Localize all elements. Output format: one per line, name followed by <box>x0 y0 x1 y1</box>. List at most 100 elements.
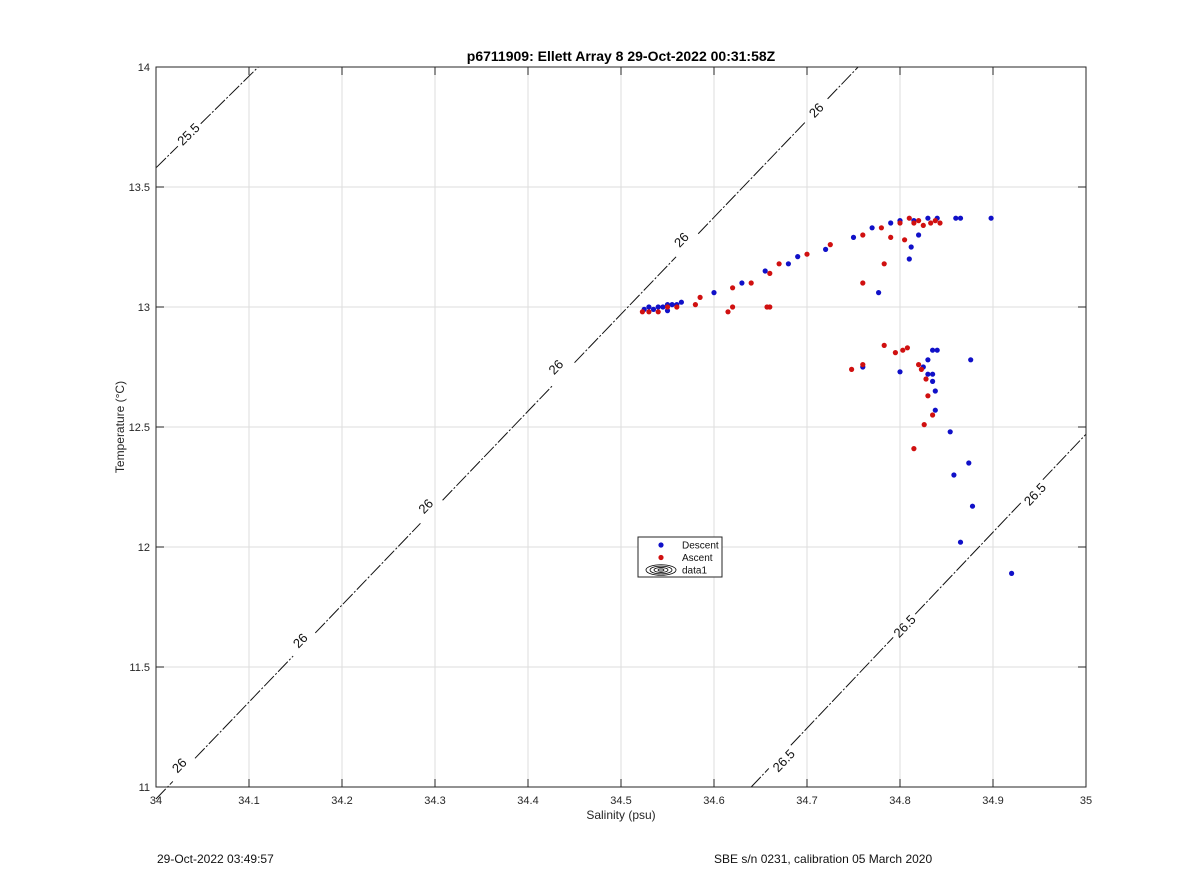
contour-line-25-5 <box>155 145 179 169</box>
descent-point <box>678 299 685 305</box>
y-tick-label: 12.5 <box>129 422 150 434</box>
descent-point <box>932 407 938 413</box>
contour-line-26 <box>314 522 421 634</box>
descent-point <box>906 256 912 262</box>
ascent-point <box>881 261 887 267</box>
contour-line-26 <box>155 781 174 800</box>
ascent-point <box>646 309 652 315</box>
ascent-point <box>767 270 773 276</box>
descent-point <box>925 371 931 377</box>
descent-point <box>655 304 661 310</box>
ascent-point <box>888 234 894 240</box>
descent-point <box>669 302 675 308</box>
x-tick-label: 35 <box>1080 795 1092 807</box>
x-tick-label: 34.9 <box>982 795 1003 807</box>
contour-line-26-5 <box>790 637 894 746</box>
descent-point <box>650 306 657 312</box>
contour-line-26-5 <box>914 502 1022 615</box>
ascent-point <box>932 218 938 224</box>
descent-point <box>925 215 931 221</box>
ascent-point <box>937 220 943 226</box>
descent-point <box>739 280 745 286</box>
legend-marker-contour-ring <box>653 567 669 573</box>
legend-label-data1: data1 <box>682 566 707 577</box>
legend-box <box>637 536 723 578</box>
ascent-point <box>916 362 922 368</box>
legend-label-descent: Descent <box>682 541 719 552</box>
contour-line-26 <box>574 256 677 364</box>
ascent-point <box>804 251 810 257</box>
legend-marker-descent <box>658 542 664 548</box>
ascent-point <box>764 304 770 310</box>
contour-line-26-5 <box>1042 433 1087 481</box>
descent-point <box>968 357 974 363</box>
ascent-point <box>860 280 866 286</box>
ascent-point <box>655 309 661 315</box>
ascent-point <box>916 218 922 224</box>
descent-point <box>823 246 829 252</box>
descent-point <box>957 539 964 545</box>
legend-marker-contour-ring <box>649 565 673 575</box>
ascent-point <box>664 304 671 310</box>
chart-title: p6711909: Ellett Array 8 29-Oct-2022 00:… <box>467 48 776 64</box>
descent-point <box>930 371 936 377</box>
ascent-point <box>860 232 866 238</box>
descent-point <box>966 460 972 466</box>
ascent-point <box>892 350 899 356</box>
contour-line-26 <box>442 385 553 501</box>
ascent-point <box>930 412 936 418</box>
ascent-point <box>748 280 754 286</box>
descent-point <box>762 268 768 274</box>
ascent-point <box>697 294 703 300</box>
contour-line-26 <box>827 66 859 100</box>
data-points <box>639 215 1015 577</box>
descent-point <box>897 369 903 375</box>
contour-line-26 <box>697 121 806 235</box>
x-axis-label: Salinity (psu) <box>586 808 655 822</box>
ascent-point <box>925 393 931 399</box>
ascent-point <box>902 237 908 243</box>
ascent-point <box>906 215 912 221</box>
descent-point <box>916 232 922 238</box>
x-tick-label: 34.2 <box>331 795 352 807</box>
axis-ticks: 34 34.1 34.2 34.3 34.4 34.5 34.6 34.7 34.8 34.9 35… <box>129 62 1093 807</box>
y-tick-label: 14 <box>138 62 150 74</box>
ascent-point <box>911 220 917 226</box>
ascent-point <box>639 309 646 315</box>
ascent-point <box>918 366 925 372</box>
ascent-point <box>928 220 934 226</box>
descent-point <box>930 347 936 353</box>
descent-point <box>930 378 936 384</box>
ascent-point <box>860 362 866 368</box>
x-tick-label: 34.5 <box>610 795 631 807</box>
ascent-point <box>849 366 855 372</box>
x-tick-label: 34 <box>150 795 162 807</box>
ascent-point <box>904 345 911 351</box>
descent-point <box>646 304 652 310</box>
descent-point <box>957 215 964 221</box>
descent-point <box>876 290 882 296</box>
ascent-point <box>923 376 929 382</box>
y-tick-label: 12 <box>138 542 150 554</box>
legend-marker-ascent <box>658 554 664 561</box>
x-tick-label: 34.6 <box>703 795 724 807</box>
ascent-point <box>911 446 917 452</box>
descent-point <box>908 244 914 250</box>
y-tick-label: 11.5 <box>129 662 150 674</box>
x-tick-label: 34.3 <box>424 795 445 807</box>
y-tick-label: 13 <box>138 302 150 314</box>
descent-point <box>988 215 994 221</box>
descent-point <box>1009 570 1015 577</box>
y-tick-label: 11 <box>139 782 150 794</box>
descent-point <box>888 220 894 226</box>
descent-point <box>660 304 666 310</box>
descent-point <box>934 347 940 353</box>
contour-line-26-5 <box>750 768 770 788</box>
legend-marker-contour-ring <box>645 564 677 576</box>
ascent-point <box>674 304 680 310</box>
descent-point <box>925 357 931 363</box>
descent-point <box>785 261 792 267</box>
ascent-point <box>878 225 885 231</box>
